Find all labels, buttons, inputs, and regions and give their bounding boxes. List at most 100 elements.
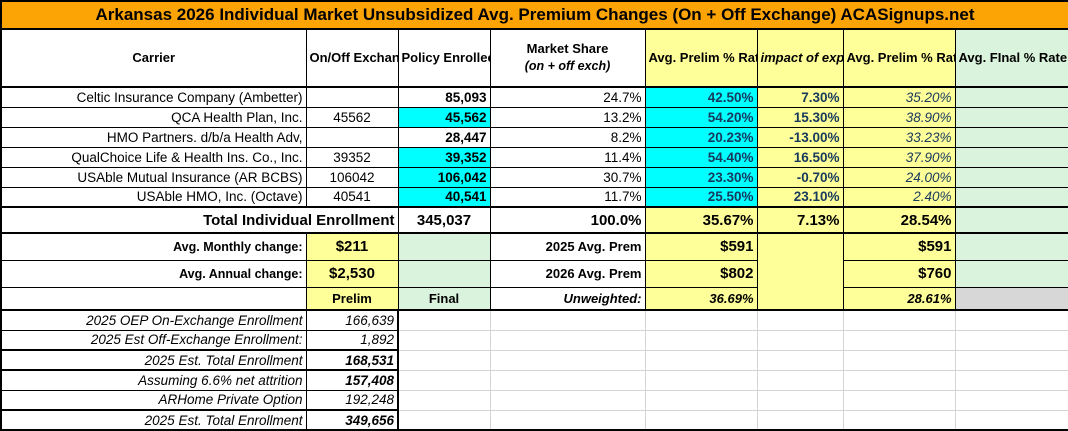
empty-grid-cell [489, 389, 646, 411]
enrollment-detail-row: Assuming 6.6% net attrition 157,408 [0, 369, 1068, 391]
on-off-exchange-cell: 106042 [305, 166, 399, 188]
total-ira-impact-cell: 7.13% [756, 206, 844, 234]
carrier-name-cell: QCA Health Plan, Inc. [0, 106, 307, 128]
enrollment-detail-row: 2025 Est. Total Enrollment 349,656 [0, 409, 1068, 431]
unweighted-rrhcgov: 28.61% [842, 286, 956, 311]
empty-grid-cell [489, 329, 646, 351]
carrier-name-cell: HMO Partners. d/b/a Health Adv, [0, 126, 307, 148]
ira-impact-cell: 15.30% [756, 106, 844, 128]
market-share-title: Market Share [526, 41, 609, 57]
monthly-change-value: $211 [305, 232, 399, 261]
col-header-prelim-ar-doi: Avg. Prelim % Rate Change (AR DOI) [644, 28, 758, 88]
avg-final-cell [954, 146, 1068, 168]
prelim-rrhcgov-cell: 24.00% [842, 166, 956, 188]
prelim-rrhcgov-cell: 38.90% [842, 106, 956, 128]
empty-grid-cell [842, 409, 956, 431]
prelim-rrhcgov-cell: 35.20% [842, 86, 956, 108]
empty-grid-cell [644, 329, 758, 351]
on-off-exchange-cell: 39352 [305, 146, 399, 168]
prelim-column-label: Prelim [305, 286, 399, 311]
prelim-rrhcgov-cell: 33.23% [842, 126, 956, 148]
blank-green-cell [397, 232, 491, 261]
table-row: USAble Mutual Insurance (AR BCBS) 106042… [0, 166, 1068, 188]
table-row: HMO Partners. d/b/a Health Adv, 28,447 8… [0, 126, 1068, 148]
prelim-ar-doi-cell: 54.40% [644, 146, 758, 168]
empty-grid-cell [842, 309, 956, 331]
prelim-ar-doi-cell: 20.23% [644, 126, 758, 148]
ira-impact-cell: 23.10% [756, 186, 844, 208]
avg-final-cell [954, 166, 1068, 188]
enrollment-detail-value: 192,248 [305, 389, 399, 411]
avg-final-cell [954, 106, 1068, 128]
on-off-exchange-cell [305, 126, 399, 148]
market-share-subtitle: (on + off exch) [524, 59, 611, 73]
prelim-ar-doi-cell: 25.50% [644, 186, 758, 208]
enrollment-detail-value: 166,639 [305, 309, 399, 331]
monthly-change-label: Avg. Monthly change: [0, 232, 307, 261]
empty-grid-cell [756, 349, 844, 371]
carrier-name-cell: Celtic Insurance Company (Ambetter) [0, 86, 307, 108]
annual-change-label: Avg. Annual change: [0, 259, 307, 288]
market-share-cell: 30.7% [489, 166, 646, 188]
carrier-name-cell: USAble HMO, Inc. (Octave) [0, 186, 307, 208]
blank-cell [0, 286, 307, 311]
col-header-market-share: Market Share (on + off exch) [489, 28, 646, 88]
enrollment-detail-value: 1,892 [305, 329, 399, 351]
table-row: QualChoice Life & Health Ins. Co., Inc. … [0, 146, 1068, 168]
empty-grid-cell [644, 309, 758, 331]
unweighted-ar-doi: 36.69% [644, 286, 758, 311]
blank-gray-cell [954, 286, 1068, 311]
enrollment-detail-value: 168,531 [305, 349, 399, 371]
empty-grid-cell [489, 349, 646, 371]
table-row: Celtic Insurance Company (Ambetter) 85,0… [0, 86, 1068, 108]
sheet-title: Arkansas 2026 Individual Market Unsubsid… [1, 1, 1068, 30]
market-share-cell: 11.7% [489, 186, 646, 208]
policy-enrollees-cell: 106,042 [397, 166, 491, 188]
unweighted-label: Unweighted: [489, 286, 646, 311]
prem-2025-label: 2025 Avg. Prem [489, 232, 646, 261]
on-off-exchange-cell: 45562 [305, 106, 399, 128]
enrollment-detail-row: 2025 Est. Total Enrollment 168,531 [0, 349, 1068, 371]
col-header-ira-impact: impact of expiration of IRA subs [756, 28, 844, 88]
policy-enrollees-cell: 85,093 [397, 86, 491, 108]
total-row: Total Individual Enrollment 345,037 100.… [0, 206, 1068, 234]
total-avg-final-cell [954, 206, 1068, 234]
empty-grid-cell [756, 309, 844, 331]
total-prelim-ar-doi-cell: 35.67% [644, 206, 758, 234]
prelim-rrhcgov-cell: 37.90% [842, 146, 956, 168]
annual-change-value: $2,530 [305, 259, 399, 288]
empty-grid-cell [489, 409, 646, 431]
empty-grid-cell [397, 369, 491, 391]
empty-grid-cell [954, 349, 1068, 371]
col-header-policy-enrollees: Policy Enrollees [397, 28, 491, 88]
ira-impact-cell: 16.50% [756, 146, 844, 168]
enrollment-detail-value: 349,656 [305, 409, 399, 431]
enrollment-detail-row: 2025 OEP On-Exchange Enrollment 166,639 [0, 309, 1068, 331]
col-header-avg-final: Avg. FInal % Rate Change [954, 28, 1068, 88]
enrollment-detail-label: 2025 Est. Total Enrollment [0, 349, 307, 371]
total-prelim-rrhcgov-cell: 28.54% [842, 206, 956, 234]
empty-grid-cell [397, 329, 491, 351]
avg-annual-change-row: Avg. Annual change: $2,530 2026 Avg. Pre… [0, 259, 1068, 288]
empty-grid-cell [644, 409, 758, 431]
enrollment-detail-label: Assuming 6.6% net attrition [0, 369, 307, 391]
empty-grid-cell [842, 369, 956, 391]
blank-green-cell [954, 232, 1068, 261]
empty-grid-cell [842, 349, 956, 371]
avg-final-cell [954, 126, 1068, 148]
total-enrollees-cell: 345,037 [397, 206, 491, 234]
avg-final-cell [954, 86, 1068, 108]
market-share-cell: 24.7% [489, 86, 646, 108]
ira-impact-cell: 7.30% [756, 86, 844, 108]
prem-2026-label: 2026 Avg. Prem [489, 259, 646, 288]
prelim-ar-doi-cell: 54.20% [644, 106, 758, 128]
empty-grid-cell [397, 389, 491, 411]
table-row: QCA Health Plan, Inc. 45562 45,562 13.2%… [0, 106, 1068, 128]
empty-grid-cell [397, 349, 491, 371]
policy-enrollees-cell: 45,562 [397, 106, 491, 128]
prem-2025-rrhcgov: $591 [842, 232, 956, 261]
empty-grid-cell [756, 389, 844, 411]
enrollment-detail-label: 2025 OEP On-Exchange Enrollment [0, 309, 307, 331]
carrier-name-cell: QualChoice Life & Health Ins. Co., Inc. [0, 146, 307, 168]
ira-impact-cell: -13.00% [756, 126, 844, 148]
